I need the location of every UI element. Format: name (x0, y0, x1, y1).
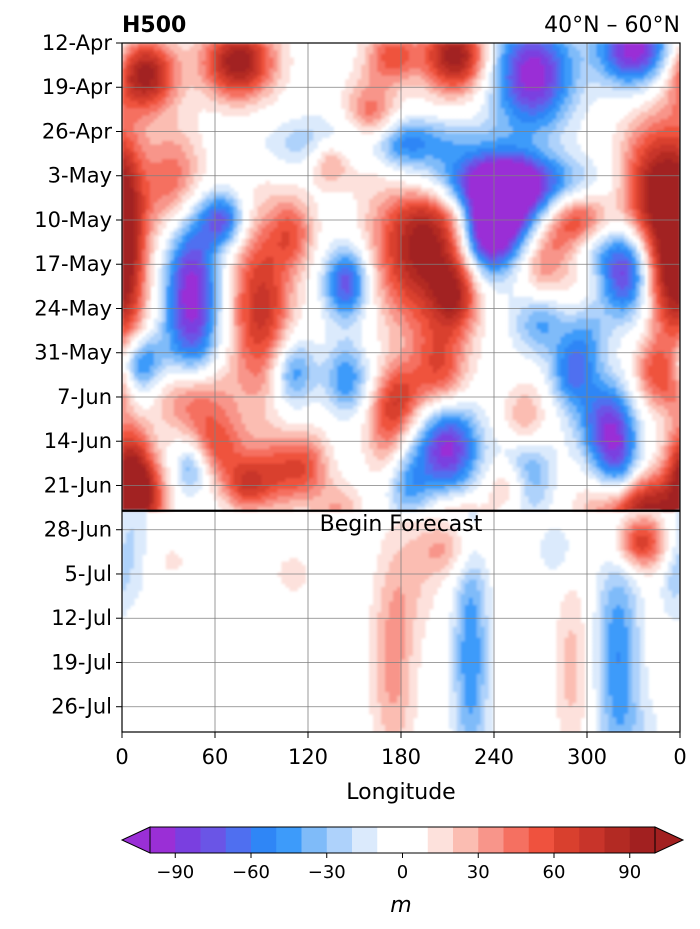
colorbar: −90 −60 −30 0 30 60 90 (120, 826, 685, 883)
y-tick-label: 28-Jun (44, 518, 112, 542)
y-tick-label: 26-Jul (51, 695, 112, 719)
y-tick-label: 5-Jul (65, 562, 112, 586)
colorbar-segment (175, 827, 201, 853)
y-tick-label: 12-Jul (51, 606, 112, 630)
x-tick-label: 300 (567, 745, 607, 769)
colorbar-label: m (390, 893, 411, 918)
y-tick-label: 12-Apr (42, 31, 113, 55)
colorbar-tick-label: 60 (543, 862, 566, 883)
colorbar-segment (427, 827, 454, 853)
x-tick-label: 180 (381, 745, 421, 769)
colorbar-segment (326, 827, 353, 853)
y-tick-label: 3-May (48, 164, 112, 188)
colorbar-tick-label: 0 (397, 862, 408, 883)
colorbar-segment (251, 827, 277, 853)
colorbar-tick-label: −90 (156, 862, 194, 883)
x-tick-label: 0 (673, 745, 686, 769)
y-tick-label: 24-May (34, 296, 112, 320)
colorbar-segment (629, 827, 656, 853)
heatmap-field (122, 43, 680, 732)
colorbar-segment (453, 827, 479, 853)
y-axis: 12-Apr 19-Apr 26-Apr 3-May 10-May 17-May 24-Ma… (34, 31, 122, 719)
y-tick-label: 14-Jun (44, 429, 112, 453)
title-right: 40°N – 60°N (544, 13, 680, 38)
x-axis: 0 60 120 180 240 300 0 (115, 732, 687, 769)
colorbar-tick-label: 30 (467, 862, 490, 883)
colorbar-tick-label: 90 (618, 862, 641, 883)
y-tick-label: 7-Jun (57, 385, 112, 409)
x-axis-label: Longitude (346, 780, 455, 805)
y-tick-label: 19-Jul (51, 650, 112, 674)
colorbar-segment (377, 827, 429, 853)
x-tick-label: 240 (474, 745, 514, 769)
colorbar-extend-low (120, 826, 151, 854)
begin-forecast-label: Begin Forecast (320, 512, 483, 537)
colorbar-segment (301, 827, 328, 853)
y-tick-label: 10-May (34, 208, 112, 232)
y-tick-label: 26-Apr (42, 119, 113, 143)
colorbar-segment (528, 827, 555, 853)
colorbar-tick-label: −30 (308, 862, 346, 883)
colorbar-segment (150, 827, 176, 853)
colorbar-segment (352, 827, 378, 853)
y-tick-label: 21-Jun (44, 473, 112, 497)
y-tick-label: 17-May (34, 252, 112, 276)
title-left: H500 (122, 13, 186, 38)
colorbar-segment (276, 827, 302, 853)
colorbar-tick-label: −60 (232, 862, 270, 883)
colorbar-segment (604, 827, 631, 853)
colorbar-segment (200, 827, 227, 853)
colorbar-extend-high (654, 826, 685, 854)
x-tick-label: 60 (202, 745, 229, 769)
colorbar-segment (503, 827, 530, 853)
y-tick-label: 19-Apr (42, 75, 113, 99)
colorbar-segment (478, 827, 504, 853)
colorbar-segment (579, 827, 605, 853)
colorbar-segment (554, 827, 580, 853)
y-tick-label: 31-May (34, 341, 112, 365)
x-tick-label: 120 (288, 745, 328, 769)
colorbar-segment (225, 827, 252, 853)
x-tick-label: 0 (115, 745, 128, 769)
